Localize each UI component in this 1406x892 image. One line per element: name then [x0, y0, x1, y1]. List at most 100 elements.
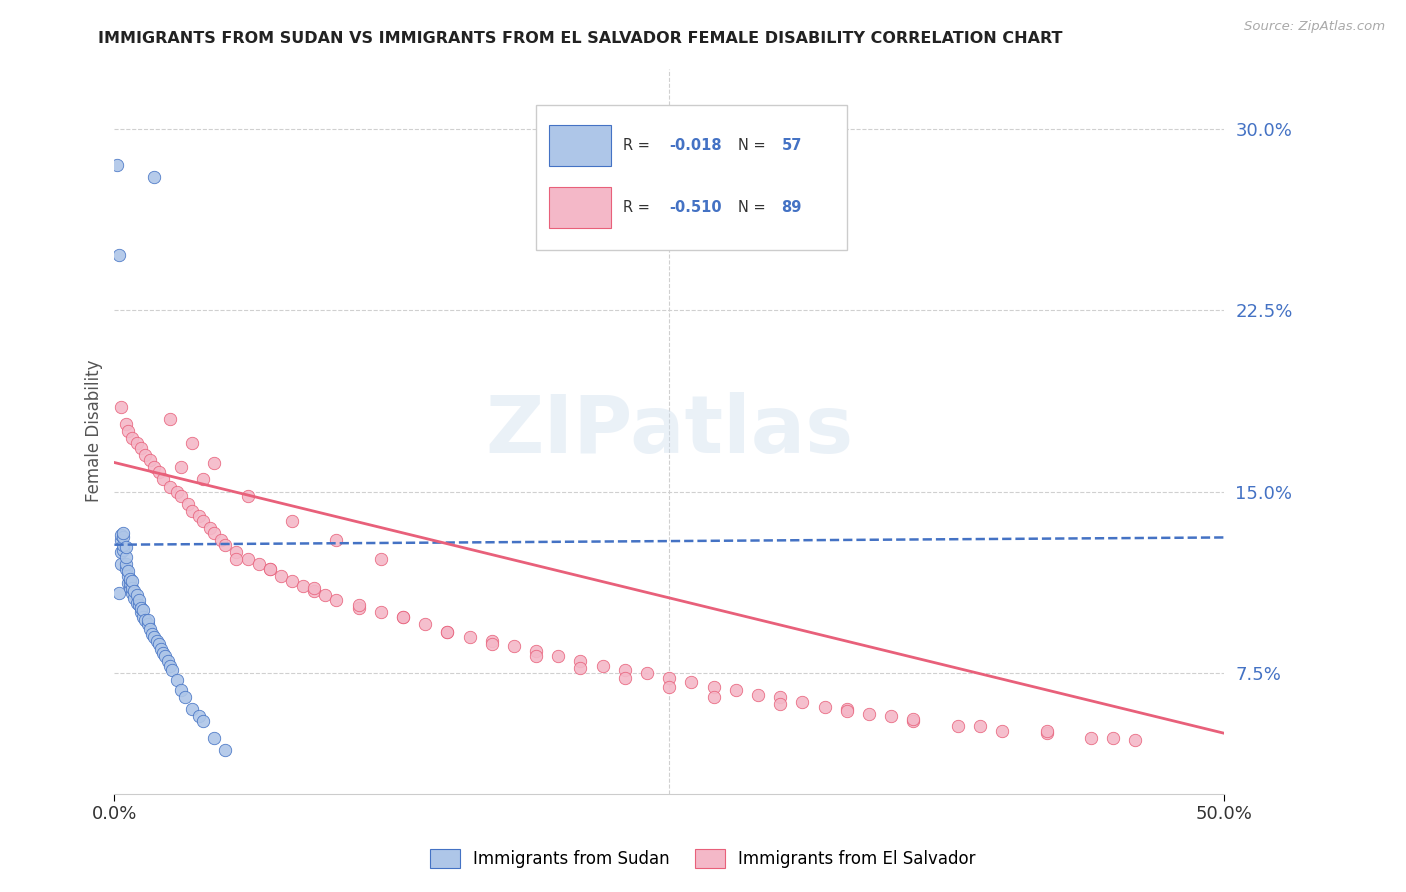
Point: [143, 630, 166, 644]
Point: [129, 600, 152, 615]
Point: [703, 690, 725, 704]
Point: [792, 695, 814, 709]
Point: [1035, 726, 1057, 740]
Point: [166, 673, 188, 687]
Point: [903, 714, 925, 728]
Point: [270, 569, 292, 583]
Point: [124, 583, 146, 598]
Point: [436, 624, 458, 639]
Point: [1080, 731, 1102, 745]
Point: [314, 589, 336, 603]
Point: [547, 648, 569, 663]
Point: [176, 497, 198, 511]
Point: [569, 654, 592, 668]
Point: [181, 436, 204, 450]
Point: [835, 702, 858, 716]
Point: [170, 489, 193, 503]
Legend: Immigrants from Sudan, Immigrants from El Salvador: Immigrants from Sudan, Immigrants from E…: [423, 842, 983, 875]
Point: [813, 699, 835, 714]
Text: ZIPatlas: ZIPatlas: [485, 392, 853, 470]
Point: [129, 606, 152, 620]
Point: [121, 431, 143, 445]
Point: [259, 562, 281, 576]
Point: [132, 610, 155, 624]
Point: [413, 617, 436, 632]
Point: [108, 586, 131, 600]
Point: [503, 639, 526, 653]
Point: [214, 743, 236, 757]
Point: [281, 514, 304, 528]
Point: [128, 598, 150, 612]
Point: [117, 569, 139, 583]
Point: [769, 698, 792, 712]
Point: [325, 533, 347, 547]
Point: [613, 671, 636, 685]
Point: [112, 525, 135, 540]
Point: [347, 600, 370, 615]
Point: [636, 665, 658, 680]
Point: [193, 714, 215, 728]
Point: [325, 593, 347, 607]
Point: [139, 453, 162, 467]
Point: [292, 579, 315, 593]
Point: [592, 658, 614, 673]
Point: [225, 552, 247, 566]
Point: [129, 441, 152, 455]
Point: [128, 593, 150, 607]
Point: [436, 624, 458, 639]
Point: [114, 562, 136, 576]
Point: [118, 576, 141, 591]
Point: [110, 533, 132, 547]
Point: [108, 247, 131, 261]
Point: [681, 675, 703, 690]
Point: [114, 557, 136, 571]
Point: [117, 576, 139, 591]
Point: [114, 549, 136, 564]
Point: [121, 574, 143, 588]
Point: [118, 572, 141, 586]
Point: [110, 400, 132, 414]
Point: [481, 634, 503, 648]
Point: [134, 613, 156, 627]
Point: [181, 504, 204, 518]
Point: [347, 598, 370, 612]
Point: [225, 545, 247, 559]
Point: [247, 557, 270, 571]
Point: [613, 664, 636, 678]
Point: [193, 472, 215, 486]
Point: [236, 489, 259, 503]
Point: [1035, 723, 1057, 738]
Point: [110, 545, 132, 559]
Point: [181, 702, 204, 716]
Point: [159, 412, 181, 426]
Point: [370, 552, 392, 566]
Point: [281, 574, 304, 588]
Point: [148, 637, 170, 651]
Point: [112, 542, 135, 557]
Text: IMMIGRANTS FROM SUDAN VS IMMIGRANTS FROM EL SALVADOR FEMALE DISABILITY CORRELATI: IMMIGRANTS FROM SUDAN VS IMMIGRANTS FROM…: [98, 31, 1063, 46]
Point: [159, 658, 181, 673]
Point: [214, 538, 236, 552]
Point: [159, 480, 181, 494]
Point: [136, 613, 159, 627]
Point: [302, 581, 325, 595]
Point: [152, 472, 174, 486]
Point: [170, 460, 193, 475]
Point: [150, 641, 173, 656]
Point: [569, 661, 592, 675]
Point: [121, 586, 143, 600]
Point: [302, 583, 325, 598]
Point: [148, 465, 170, 479]
Point: [125, 596, 148, 610]
Point: [114, 540, 136, 554]
Point: [160, 664, 183, 678]
Point: [1123, 733, 1146, 747]
Text: Source: ZipAtlas.com: Source: ZipAtlas.com: [1244, 20, 1385, 33]
Point: [114, 417, 136, 431]
Point: [835, 705, 858, 719]
Point: [458, 630, 481, 644]
Point: [524, 648, 547, 663]
Y-axis label: Female Disability: Female Disability: [86, 359, 103, 502]
Point: [858, 706, 880, 721]
Point: [143, 460, 166, 475]
